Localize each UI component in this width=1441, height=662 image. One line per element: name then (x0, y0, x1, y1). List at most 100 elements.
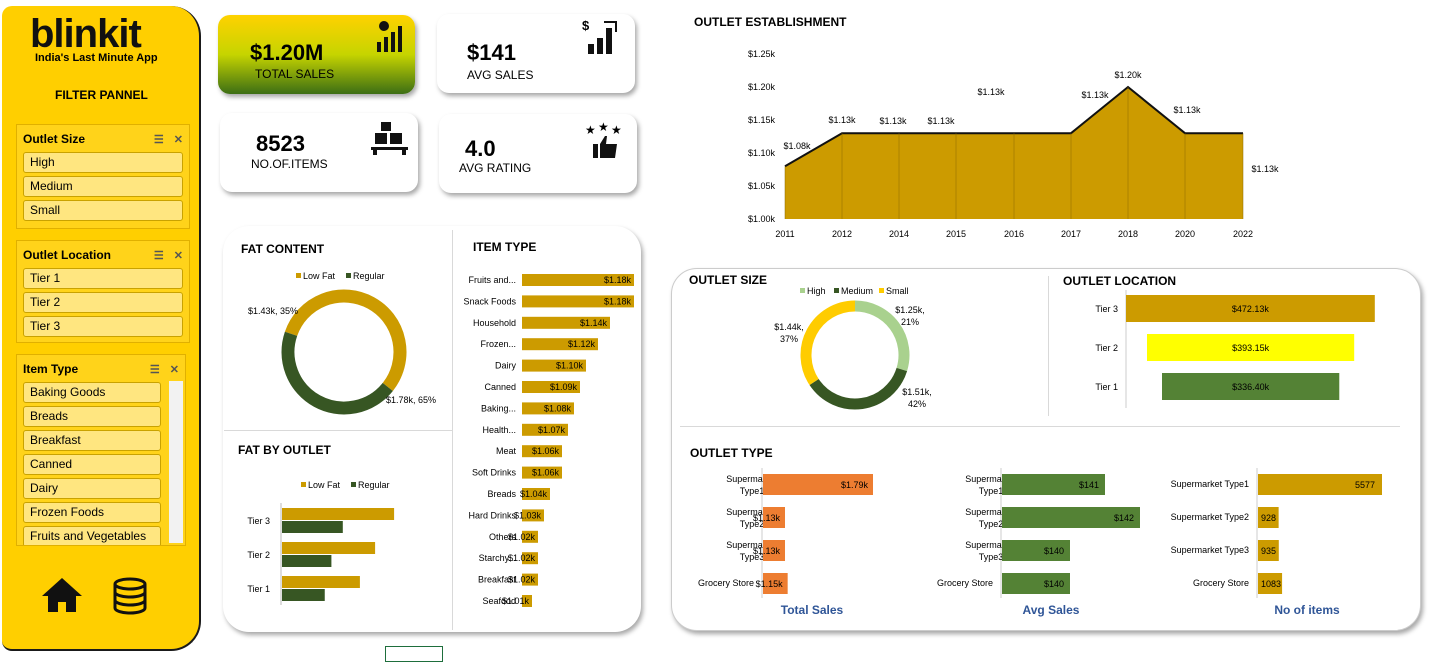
bar (763, 540, 785, 561)
filter-panel-title: FILTER PANNEL (55, 88, 148, 102)
category-label: Supermarket Type3 (1171, 545, 1249, 555)
category-label: Type3 (740, 552, 765, 562)
bar (282, 542, 376, 554)
legend-swatch (351, 482, 356, 487)
data-label: $1.20k (1114, 70, 1142, 80)
bar (282, 508, 395, 520)
category-label: Health... (482, 425, 516, 435)
data-label: $1.01k (502, 596, 530, 606)
legend-swatch (296, 273, 301, 278)
bar (1002, 540, 1070, 561)
data-label: $1.13k (977, 87, 1005, 97)
home-icon[interactable] (40, 576, 84, 614)
data-label: $1.13k (1251, 164, 1279, 174)
category-label: Supermarket (965, 507, 1017, 517)
clear-filter-icon[interactable]: ✕ (169, 363, 179, 376)
data-label: $1.79k (841, 480, 869, 490)
kpi-items-value: 8523 (256, 131, 305, 156)
slicer-item-high[interactable]: High (23, 152, 183, 173)
data-label: $1.12k (568, 339, 596, 349)
slicer-item-type: Item Type ☰ ✕ Baking Goods Breads Breakfas… (16, 354, 186, 546)
data-label: $140 (1044, 546, 1064, 556)
y-tick-label: $1.25k (748, 49, 776, 59)
data-label: $141 (1079, 480, 1099, 490)
x-tick-label: 2020 (1175, 229, 1195, 239)
slicer-item-tier-3[interactable]: Tier 3 (23, 316, 183, 337)
slicer-title: Item Type (23, 362, 79, 376)
outlet-location-chart: Tier 3 $472.13k Tier 2 $393.15k Tier 1 $336.4… (1095, 290, 1375, 408)
bar (763, 573, 788, 594)
category-label: Soft Drinks (472, 468, 517, 478)
slicer-item-tier-2[interactable]: Tier 2 (23, 292, 183, 313)
category-label: Supermarket (726, 507, 778, 517)
chart-subtitle: Total Sales (781, 603, 844, 617)
data-label: 42% (908, 399, 926, 409)
category-label: Supermarket (726, 540, 778, 550)
category-label: Household (473, 318, 516, 328)
slicer-item[interactable]: Frozen Foods (23, 502, 161, 523)
slicer-scrollbar[interactable] (169, 381, 183, 543)
legend-swatch (800, 288, 805, 293)
category-label: Tier 3 (247, 516, 270, 526)
legend-label: Regular (358, 480, 390, 490)
bar (522, 402, 574, 415)
bar (522, 595, 532, 607)
data-label: $336.40k (1232, 382, 1270, 392)
data-label: $1.25k, (895, 305, 925, 315)
item-type-title: ITEM TYPE (473, 240, 537, 254)
fat-by-outlet-title: FAT BY OUTLET (238, 443, 331, 457)
outlet-type-title: OUTLET TYPE (690, 446, 773, 460)
slicer-item[interactable]: Canned (23, 454, 161, 475)
svg-text:★: ★ (585, 123, 596, 137)
legend-label: Medium (841, 286, 873, 296)
data-label: 5577 (1355, 480, 1375, 490)
data-label: $1.43k, 35% (248, 306, 298, 316)
bar (282, 589, 325, 601)
category-label: Tier 2 (1095, 343, 1118, 353)
multi-select-icon[interactable]: ☰ (153, 133, 164, 146)
slicer-item-medium[interactable]: Medium (23, 176, 183, 197)
category-label: Type1 (740, 486, 765, 496)
multi-select-icon[interactable]: ☰ (149, 363, 160, 376)
selected-cell[interactable] (385, 646, 443, 662)
multi-select-icon[interactable]: ☰ (153, 249, 164, 262)
outlet-type-avg-chart: Supermarket Type1 $141 Supermarket Type2 $142… (937, 468, 1140, 617)
boxes-icon (371, 122, 408, 155)
data-label: 935 (1261, 546, 1276, 556)
data-label: $1.13k (1173, 105, 1201, 115)
slicer-item-small[interactable]: Small (23, 200, 183, 221)
clear-filter-icon[interactable]: ✕ (173, 133, 183, 146)
donut-slice (809, 367, 908, 410)
fat-content-title: FAT CONTENT (241, 242, 325, 256)
svg-text:$: $ (582, 18, 590, 33)
chart-subtitle: No of items (1274, 603, 1340, 617)
donut-slice (281, 331, 393, 415)
fat-content-chart: Low Fat Regular $1.78k, 65% $1.43k, 35% (248, 271, 436, 415)
category-label: Grocery Store (1193, 578, 1249, 588)
category-label: Breakfast (478, 575, 517, 585)
category-label: Snack Foods (463, 296, 516, 306)
slicer-item[interactable]: Dairy (23, 478, 161, 499)
slicer-item-tier-1[interactable]: Tier 1 (23, 268, 183, 289)
bar (1258, 507, 1279, 528)
database-icon[interactable] (112, 576, 148, 616)
data-label: $472.13k (1232, 304, 1270, 314)
item-type-chart: Fruits and... $1.18k Snack Foods $1.18k Hous… (463, 274, 634, 607)
data-label: $1.02k (508, 553, 536, 563)
bar (522, 338, 598, 351)
data-label: $1.04k (520, 489, 548, 499)
data-label: $142 (1114, 513, 1134, 523)
category-label: Baking... (481, 403, 516, 413)
slicer-item[interactable]: Fruits and Vegetables (23, 526, 161, 545)
category-label: Supermarket Type2 (1171, 512, 1249, 522)
y-tick-label: $1.05k (748, 181, 776, 191)
clear-filter-icon[interactable]: ✕ (173, 249, 183, 262)
divider (1048, 276, 1049, 416)
category-label: Supermarket (965, 474, 1017, 484)
slicer-item[interactable]: Breads (23, 406, 161, 427)
slicer-item[interactable]: Baking Goods (23, 382, 161, 403)
slicer-item[interactable]: Breakfast (23, 430, 161, 451)
kpi-rating-label: AVG RATING (459, 161, 532, 175)
slicer-title: Outlet Location (23, 248, 111, 262)
bar (522, 466, 562, 479)
